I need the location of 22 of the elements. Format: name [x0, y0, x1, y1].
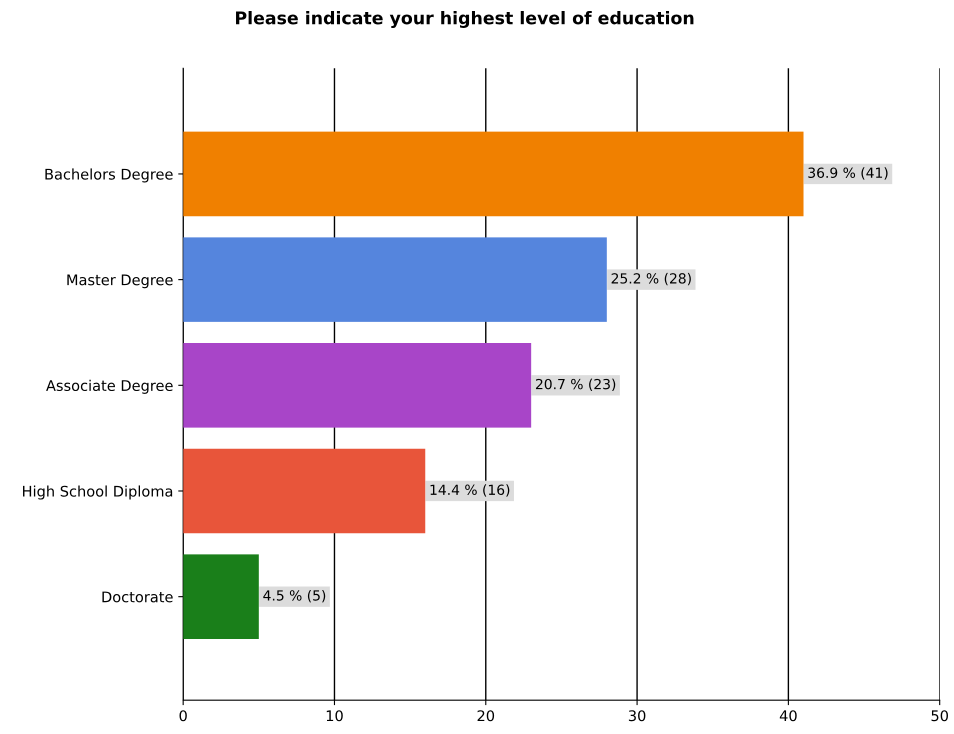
- x-tick-label: 50: [932, 710, 948, 722]
- bar: [183, 132, 804, 216]
- data-label: 14.4 % (16): [430, 484, 510, 497]
- x-tick-label: 20: [478, 710, 494, 722]
- x-tick-label: 30: [628, 710, 646, 722]
- chart-title: Please indicate your highest level of education: [236, 11, 694, 28]
- x-tick-label: 0: [179, 710, 187, 722]
- bar: [183, 554, 259, 639]
- x-tick-label: 40: [780, 710, 797, 722]
- data-label: 20.7 % (23): [536, 378, 616, 391]
- y-tick-label: Associate Degree: [46, 380, 173, 394]
- y-tick-label: Master Degree: [67, 274, 173, 288]
- data-label: 25.2 % (28): [612, 272, 691, 286]
- data-label: 36.9 % (41): [808, 167, 888, 180]
- bar: [183, 448, 426, 534]
- bar: [183, 343, 532, 428]
- bar: [183, 237, 607, 322]
- y-tick-label: Bachelors Degree: [45, 168, 173, 183]
- y-tick-label: High School Diploma: [23, 485, 172, 500]
- y-tick-label: Doctorate: [102, 592, 173, 602]
- data-label: 4.5 % (5): [263, 590, 326, 602]
- x-tick-label: 10: [326, 710, 343, 722]
